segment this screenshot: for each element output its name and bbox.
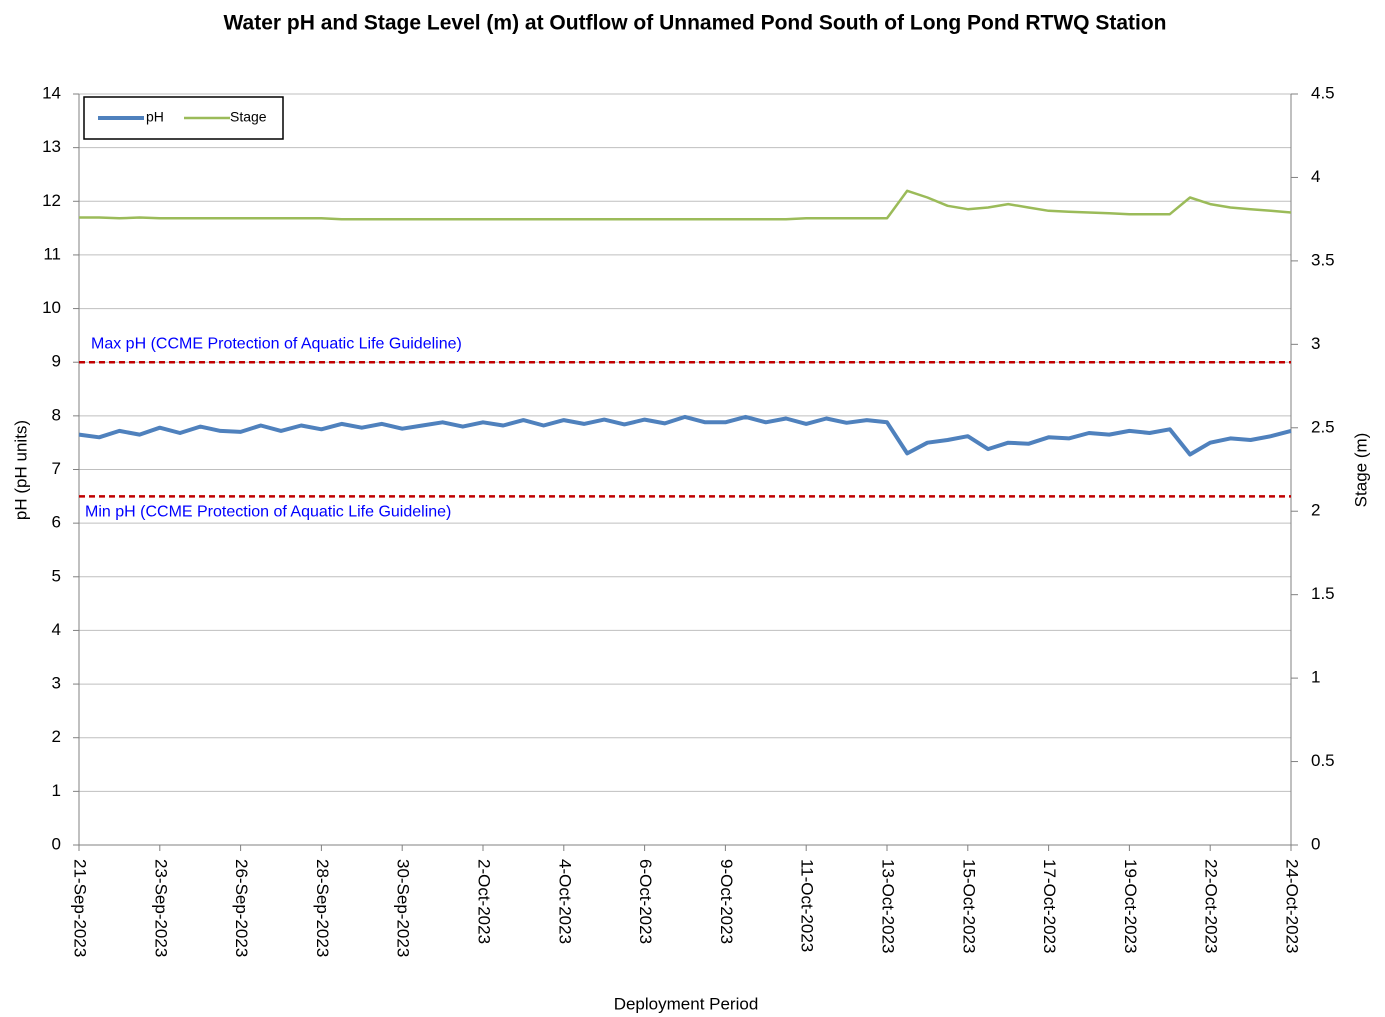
x-tick-label: 28-Sep-2023 — [313, 859, 332, 957]
y-axis-title: pH (pH units) — [11, 420, 30, 520]
x-tick-label: 19-Oct-2023 — [1121, 859, 1140, 954]
x-tick-label: 30-Sep-2023 — [394, 859, 413, 957]
x-tick-label: 15-Oct-2023 — [959, 859, 978, 954]
reference-label: Min pH (CCME Protection of Aquatic Life … — [85, 504, 451, 521]
y-tick-label: 11 — [43, 244, 61, 263]
legend-label: pH — [146, 109, 164, 125]
y-tick-label: 10 — [42, 298, 61, 317]
y-tick-label: 7 — [52, 459, 61, 478]
chart-title: Water pH and Stage Level (m) at Outflow … — [223, 12, 1166, 35]
data-line — [79, 189, 1292, 221]
y2-tick-label: 1 — [1311, 668, 1320, 687]
x-tick-label: 22-Oct-2023 — [1202, 859, 1221, 954]
y-tick-label: 13 — [42, 137, 61, 156]
y-tick-label: 3 — [52, 674, 61, 693]
y2-tick-label: 4 — [1311, 167, 1320, 186]
y-tick-label: 1 — [52, 781, 61, 800]
y-tick-label: 9 — [52, 352, 61, 371]
x-tick-label: 23-Sep-2023 — [151, 859, 170, 957]
y-tick-label: 8 — [52, 405, 61, 424]
y2-tick-label: 0 — [1311, 834, 1320, 853]
x-tick-label: 6-Oct-2023 — [636, 859, 655, 944]
y-tick-label: 2 — [52, 727, 61, 746]
x-tick-label: 2-Oct-2023 — [475, 859, 494, 944]
x-axis-title: Deployment Period — [614, 994, 759, 1013]
x-tick-label: 13-Oct-2023 — [879, 859, 898, 954]
y-tick-label: 14 — [42, 83, 61, 102]
y2-tick-label: 2.5 — [1311, 417, 1335, 436]
x-tick-label: 17-Oct-2023 — [1040, 859, 1059, 954]
x-tick-label: 26-Sep-2023 — [232, 859, 251, 957]
y-tick-label: 12 — [42, 191, 61, 210]
y2-axis-title: Stage (m) — [1351, 433, 1370, 508]
x-tick-label: 11-Oct-2023 — [798, 859, 817, 952]
y-tick-label: 6 — [52, 513, 61, 532]
y2-tick-label: 3 — [1311, 334, 1320, 353]
y-tick-label: 0 — [52, 834, 61, 853]
y2-tick-label: 3.5 — [1311, 250, 1335, 269]
y2-tick-label: 1.5 — [1311, 584, 1335, 603]
y2-tick-label: 0.5 — [1311, 751, 1335, 770]
legend-label: Stage — [230, 109, 267, 125]
y2-tick-label: 2 — [1311, 501, 1320, 520]
y-tick-label: 4 — [52, 620, 61, 639]
x-tick-label: 21-Sep-2023 — [71, 859, 90, 957]
x-tick-label: 9-Oct-2023 — [717, 859, 736, 944]
x-tick-label: 4-Oct-2023 — [555, 859, 574, 944]
y-tick-label: 5 — [52, 566, 61, 585]
y2-tick-label: 4.5 — [1311, 83, 1335, 102]
x-tick-label: 24-Oct-2023 — [1283, 859, 1302, 954]
reference-label: Max pH (CCME Protection of Aquatic Life … — [91, 335, 462, 352]
data-line — [78, 414, 1292, 457]
